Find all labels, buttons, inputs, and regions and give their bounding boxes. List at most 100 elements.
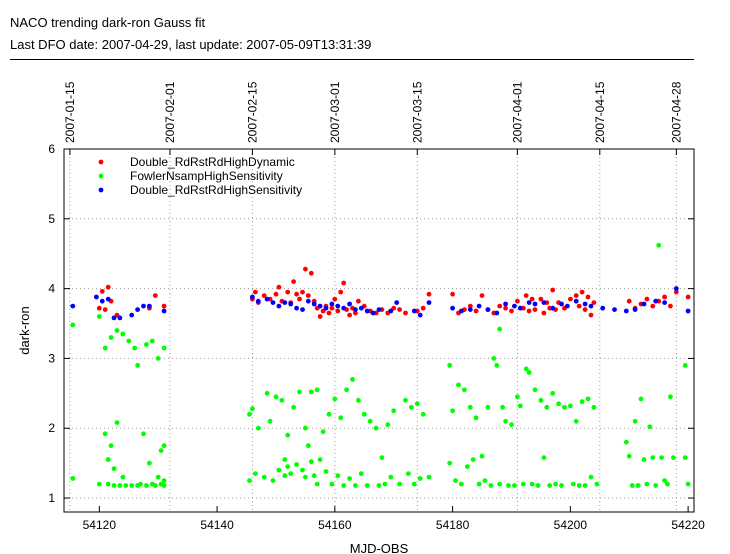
data-point: [105, 284, 111, 290]
data-point: [403, 310, 408, 316]
data-point: [132, 345, 138, 351]
data-point: [370, 310, 376, 316]
data-point: [506, 483, 511, 488]
y-tick-label: 1: [48, 491, 55, 505]
data-point: [662, 478, 667, 483]
data-point: [426, 300, 432, 305]
data-point: [291, 404, 296, 410]
data-point: [373, 425, 379, 431]
data-point: [326, 310, 332, 316]
data-point: [485, 404, 491, 410]
data-point: [344, 387, 349, 393]
data-point: [629, 483, 635, 488]
data-point: [591, 300, 597, 305]
data-point: [149, 338, 155, 344]
data-point: [347, 301, 352, 307]
data-point: [673, 286, 679, 291]
data-point: [317, 457, 323, 462]
data-point: [559, 301, 564, 307]
data-point: [562, 404, 567, 410]
data-point: [497, 303, 503, 309]
data-point: [158, 448, 164, 453]
data-point: [96, 314, 102, 319]
data-point: [644, 296, 650, 302]
data-point: [550, 390, 556, 396]
data-point: [644, 481, 650, 487]
x-tick-label: 54200: [554, 518, 588, 532]
data-point: [635, 483, 641, 488]
data-point: [250, 406, 255, 412]
data-point: [105, 296, 111, 302]
date-tick-label: 2007-04-15: [593, 81, 607, 143]
data-point: [155, 474, 161, 480]
data-point: [503, 301, 508, 307]
data-point: [329, 301, 335, 307]
data-point: [576, 483, 582, 488]
data-point: [414, 401, 420, 407]
data-point: [382, 481, 388, 487]
data-point: [406, 471, 411, 476]
data-point: [447, 460, 453, 466]
data-point: [526, 308, 532, 314]
legend-label: Double_RdRstRdHighSensitivity: [130, 183, 302, 197]
data-point: [626, 453, 632, 459]
data-point: [276, 303, 282, 309]
data-point: [517, 403, 523, 409]
data-point: [282, 473, 288, 479]
data-point: [161, 483, 167, 488]
data-point: [141, 303, 146, 309]
data-point: [476, 481, 482, 487]
data-point: [300, 307, 305, 312]
data-point: [320, 429, 326, 435]
data-point: [523, 366, 529, 372]
data-point: [317, 303, 323, 309]
data-point: [152, 293, 158, 298]
data-point: [417, 476, 423, 481]
data-point: [294, 305, 299, 311]
chart-title: NACO trending dark-ron Gauss fit: [10, 15, 206, 30]
data-point: [473, 415, 479, 421]
data-point: [450, 408, 455, 414]
data-point: [314, 387, 320, 393]
data-point: [311, 473, 317, 479]
data-point: [108, 335, 114, 340]
data-point: [105, 481, 111, 487]
plot-frame: [63, 148, 695, 513]
data-point: [553, 481, 558, 487]
data-point: [356, 397, 361, 403]
data-point: [282, 457, 288, 462]
data-point: [353, 483, 358, 488]
data-point: [358, 471, 364, 476]
data-point: [323, 469, 329, 474]
data-point: [420, 411, 426, 417]
data-point: [685, 308, 691, 314]
data-point: [391, 408, 397, 414]
grid-lines: [64, 149, 694, 512]
data-point: [117, 315, 123, 321]
data-point: [538, 296, 544, 302]
data-point: [491, 356, 497, 361]
data-point: [565, 303, 570, 309]
data-point: [497, 326, 503, 332]
data-point: [350, 377, 355, 382]
data-point: [541, 300, 547, 305]
data-point: [161, 303, 167, 309]
legend-marker: [98, 187, 104, 193]
y-tick-label: 6: [48, 142, 55, 156]
data-point: [264, 296, 270, 302]
data-point: [358, 305, 364, 311]
data-point: [273, 394, 279, 400]
data-point: [147, 460, 152, 466]
data-point: [550, 305, 556, 311]
data-point: [70, 322, 76, 328]
data-point: [394, 300, 400, 305]
data-point: [155, 356, 161, 361]
data-point: [494, 363, 500, 368]
data-point: [135, 307, 141, 312]
data-point: [326, 411, 332, 417]
data-point: [509, 308, 514, 314]
data-point: [526, 370, 532, 375]
data-point: [500, 404, 505, 410]
data-point: [529, 296, 535, 302]
